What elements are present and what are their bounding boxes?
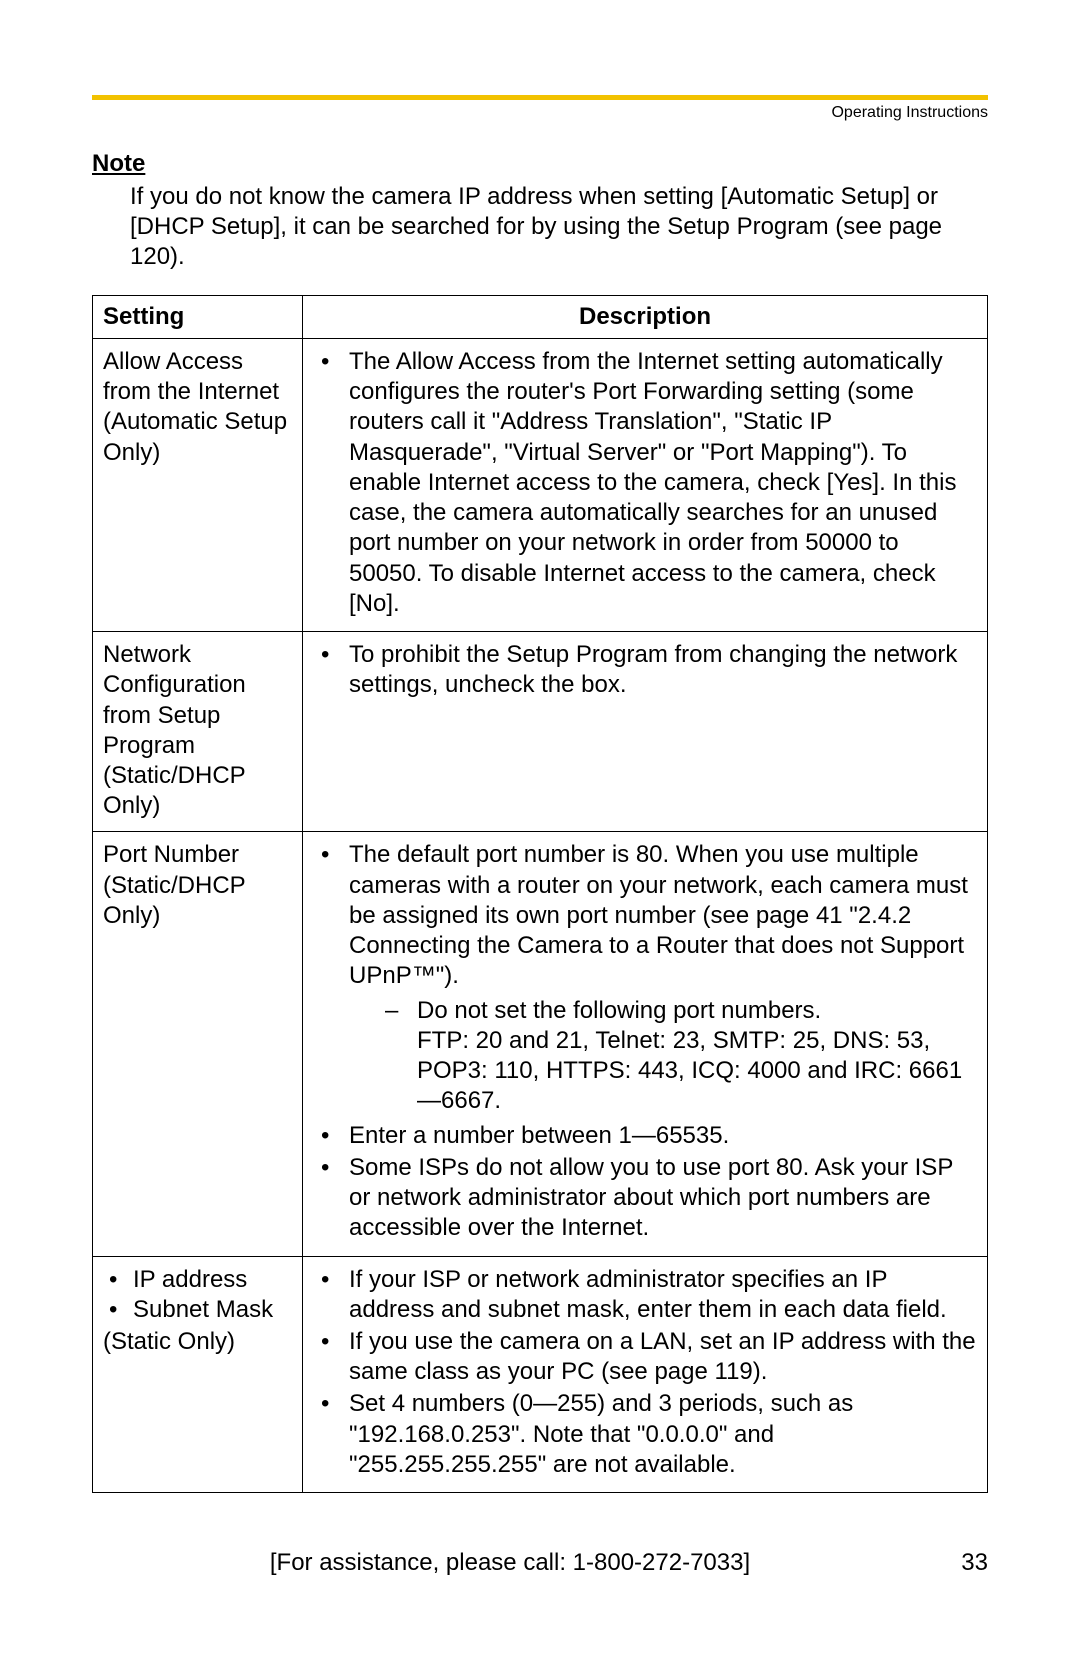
desc-bullet: To prohibit the Setup Program from chang… [313,640,977,700]
setting-tail: (Static Only) [103,1327,292,1357]
desc-bullet: The Allow Access from the Internet setti… [313,347,977,619]
table-row: Allow Access from the Internet (Automati… [93,338,988,631]
page-footer: [For assistance, please call: 1-800-272-… [92,1549,988,1577]
settings-table: Setting Description Allow Access from th… [92,295,988,1493]
desc-bullet-text: The default port number is 80. When you … [349,841,968,989]
setting-cell: IP address Subnet Mask (Static Only) [93,1256,303,1493]
desc-bullet: Set 4 numbers (0—255) and 3 periods, suc… [313,1389,977,1480]
note-heading: Note [92,150,988,178]
desc-bullet: If your ISP or network administrator spe… [313,1265,977,1325]
footer-page-number: 33 [928,1549,988,1577]
description-cell: If your ISP or network administrator spe… [303,1256,988,1493]
table-row: IP address Subnet Mask (Static Only) If … [93,1256,988,1493]
col-header-description: Description [303,295,988,338]
manual-page: Operating Instructions Note If you do no… [0,0,1080,1669]
header-label: Operating Instructions [92,104,988,122]
table-row: Port Number (Static/DHCP Only) The defau… [93,832,988,1256]
table-row: Network Configuration from Setup Program… [93,632,988,832]
description-cell: To prohibit the Setup Program from chang… [303,632,988,832]
note-body: If you do not know the camera IP address… [130,182,988,273]
desc-bullet: Enter a number between 1—65535. [313,1121,977,1151]
setting-cell: Allow Access from the Internet (Automati… [93,338,303,631]
setting-bullet: IP address [103,1265,292,1295]
description-cell: The default port number is 80. When you … [303,832,988,1256]
table-header-row: Setting Description [93,295,988,338]
col-header-setting: Setting [93,295,303,338]
desc-bullet: The default port number is 80. When you … [313,840,977,1116]
setting-cell: Port Number (Static/DHCP Only) [93,832,303,1256]
footer-assist: [For assistance, please call: 1-800-272-… [92,1549,928,1577]
desc-dash-sub: FTP: 20 and 21, Telnet: 23, SMTP: 25, DN… [417,1026,977,1117]
header-rule [92,95,988,100]
setting-bullet: Subnet Mask [103,1295,292,1325]
desc-dash-lead: Do not set the following port numbers. [417,997,821,1024]
desc-dash: Do not set the following port numbers. F… [349,996,977,1117]
description-cell: The Allow Access from the Internet setti… [303,338,988,631]
desc-bullet: Some ISPs do not allow you to use port 8… [313,1153,977,1244]
desc-bullet: If you use the camera on a LAN, set an I… [313,1327,977,1387]
setting-cell: Network Configuration from Setup Program… [93,632,303,832]
